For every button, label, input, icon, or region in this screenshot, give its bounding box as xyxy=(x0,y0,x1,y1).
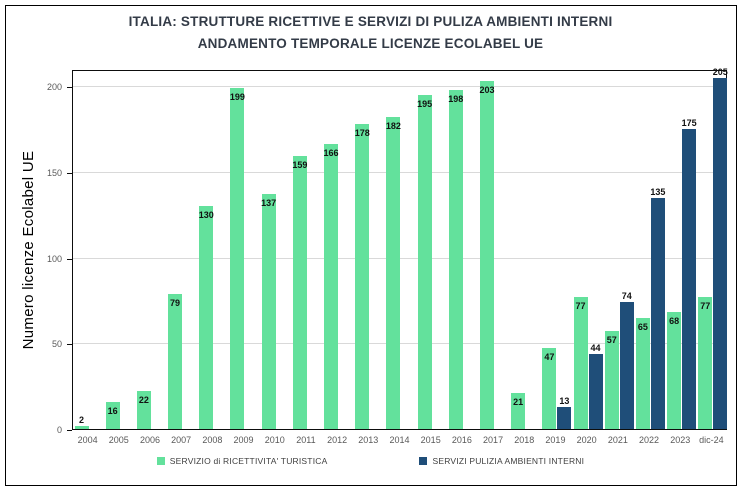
bar-label-turistica-2005: 16 xyxy=(107,405,118,416)
bar-turistica-2016 xyxy=(448,89,463,429)
bar-pulizia-2019 xyxy=(557,406,572,429)
x-category-label-2018: 2018 xyxy=(514,435,535,445)
bar-turistica-2013 xyxy=(355,123,370,429)
x-category-label-2022: 2022 xyxy=(639,435,660,445)
x-category-label-2006: 2006 xyxy=(139,435,160,445)
x-category-label-2007: 2007 xyxy=(171,435,192,445)
y-tick-mark-50 xyxy=(67,344,72,346)
bar-label-turistica-2012: 166 xyxy=(323,148,339,159)
x-category-label-2016: 2016 xyxy=(451,435,472,445)
bar-pulizia-dic-24 xyxy=(713,77,728,429)
y-tick-label-0: 0 xyxy=(56,425,62,435)
x-category-label-dic-24: dic-24 xyxy=(699,435,724,445)
y-axis-title: Numero licenze Ecolabel UE xyxy=(20,150,37,350)
bar-label-turistica-2004: 2 xyxy=(78,414,84,425)
bar-turistica-2006 xyxy=(136,391,151,429)
x-category-label-2005: 2005 xyxy=(108,435,129,445)
x-category-label-2013: 2013 xyxy=(358,435,379,445)
bar-pulizia-2020 xyxy=(588,353,603,429)
legend-label-pulizia-ambienti: SERVIZI PULIZIA AMBIENTI INTERNI xyxy=(432,456,585,466)
bar-label-turistica-2021: 57 xyxy=(606,335,617,346)
bar-turistica-2005 xyxy=(105,401,120,429)
bar-label-pulizia-dic-24: 205 xyxy=(712,66,728,77)
bar-turistica-2022 xyxy=(635,317,650,429)
bar-turistica-2018 xyxy=(511,393,526,429)
bar-label-pulizia-2020: 44 xyxy=(590,342,601,353)
x-category-label-2014: 2014 xyxy=(389,435,410,445)
x-category-label-2017: 2017 xyxy=(483,435,504,445)
x-category-label-2008: 2008 xyxy=(202,435,223,445)
legend-swatch-blue-icon xyxy=(419,457,428,465)
bar-label-turistica-dic-24: 77 xyxy=(700,301,711,311)
chart-title-line1: ITALIA: STRUTTURE RICETTIVE E SERVIZI DI… xyxy=(128,14,613,29)
x-category-label-2010: 2010 xyxy=(264,435,285,445)
bar-turistica-2015 xyxy=(417,94,432,429)
chart-title: ITALIA: STRUTTURE RICETTIVE E SERVIZI DI… xyxy=(0,11,741,55)
bar-label-pulizia-2019: 13 xyxy=(559,395,570,406)
bar-turistica-2007 xyxy=(168,293,183,429)
x-category-label-2015: 2015 xyxy=(420,435,441,445)
bar-turistica-2011 xyxy=(292,156,307,429)
bar-label-turistica-2009: 199 xyxy=(229,91,245,102)
x-category-label-2019: 2019 xyxy=(545,435,566,445)
y-tick-mark-0 xyxy=(67,430,72,431)
bar-label-turistica-2017: 203 xyxy=(479,85,495,95)
x-category-label-2012: 2012 xyxy=(327,435,348,445)
bar-turistica-2020 xyxy=(573,297,588,429)
y-tick-mark-200 xyxy=(67,87,72,89)
bar-label-turistica-2010: 137 xyxy=(261,198,277,209)
bar-pulizia-2022 xyxy=(650,197,665,429)
plot-area: 2 16 22 79 130 199 137 159 166 178 182 195 198 203 21 4… xyxy=(72,67,728,430)
bar-label-turistica-2022: 65 xyxy=(637,321,648,332)
legend: SERVIZIO di RICETTIVITA' TURISTICA SERVI… xyxy=(0,456,741,466)
bar-label-pulizia-2021: 74 xyxy=(621,291,632,302)
chart-title-line2: ANDAMENTO TEMPORALE LICENZE ECOLABEL UE xyxy=(197,36,544,51)
bar-label-turistica-2020: 77 xyxy=(575,301,586,311)
bar-turistica-2014 xyxy=(386,117,401,429)
bar-label-turistica-2019: 47 xyxy=(544,352,555,363)
legend-item-ricettivita-turistica: SERVIZIO di RICETTIVITA' TURISTICA xyxy=(156,456,328,466)
bar-label-turistica-2013: 178 xyxy=(354,127,370,138)
bar-turistica-2010 xyxy=(261,194,276,429)
bar-pulizia-2023 xyxy=(682,129,697,429)
bar-turistica-2012 xyxy=(324,144,339,429)
legend-item-pulizia-ambienti: SERVIZI PULIZIA AMBIENTI INTERNI xyxy=(419,456,584,466)
bar-label-turistica-2014: 182 xyxy=(385,121,401,131)
bar-turistica-2004 xyxy=(74,425,89,429)
bar-label-turistica-2008: 130 xyxy=(198,210,214,221)
y-tick-label-50: 50 xyxy=(51,339,62,350)
x-category-label-2021: 2021 xyxy=(607,435,628,445)
bar-turistica-2019 xyxy=(542,348,557,429)
bar-turistica-2008 xyxy=(199,206,214,429)
y-tick-mark-150 xyxy=(67,172,72,174)
bar-turistica-dic-24 xyxy=(698,297,713,429)
bar-label-pulizia-2022: 135 xyxy=(650,186,666,197)
x-category-label-2011: 2011 xyxy=(296,435,316,445)
bar-label-turistica-2016: 198 xyxy=(448,93,464,104)
x-category-label-2009: 2009 xyxy=(233,435,254,445)
y-tick-label-150: 150 xyxy=(46,167,62,178)
bar-label-turistica-2006: 22 xyxy=(138,395,149,406)
bar-turistica-2021 xyxy=(604,331,619,429)
bar-turistica-2017 xyxy=(479,81,494,429)
bar-pulizia-2021 xyxy=(619,302,634,429)
y-tick-label-100: 100 xyxy=(46,253,62,264)
bar-label-turistica-2023: 68 xyxy=(669,316,680,327)
x-category-label-2004: 2004 xyxy=(77,435,98,445)
x-category-label-2020: 2020 xyxy=(576,435,597,445)
legend-swatch-green-icon xyxy=(156,457,165,465)
bar-label-turistica-2015: 195 xyxy=(417,98,433,109)
bar-label-turistica-2011: 159 xyxy=(292,160,308,171)
bar-label-turistica-2018: 21 xyxy=(513,397,524,407)
bar-label-turistica-2007: 79 xyxy=(170,297,181,308)
bar-label-pulizia-2023: 175 xyxy=(681,118,697,128)
y-tick-label-200: 200 xyxy=(46,82,62,93)
gridline-y-200 xyxy=(73,86,726,88)
legend-label-ricettivita-turistica: SERVIZIO di RICETTIVITA' TURISTICA xyxy=(169,456,328,466)
bar-turistica-2009 xyxy=(230,87,245,429)
bar-turistica-2023 xyxy=(667,312,682,429)
x-category-label-2023: 2023 xyxy=(670,435,691,445)
y-tick-mark-100 xyxy=(67,258,72,260)
